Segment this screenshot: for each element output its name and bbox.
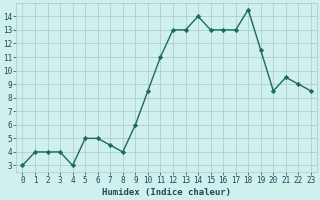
X-axis label: Humidex (Indice chaleur): Humidex (Indice chaleur) [102,188,231,197]
